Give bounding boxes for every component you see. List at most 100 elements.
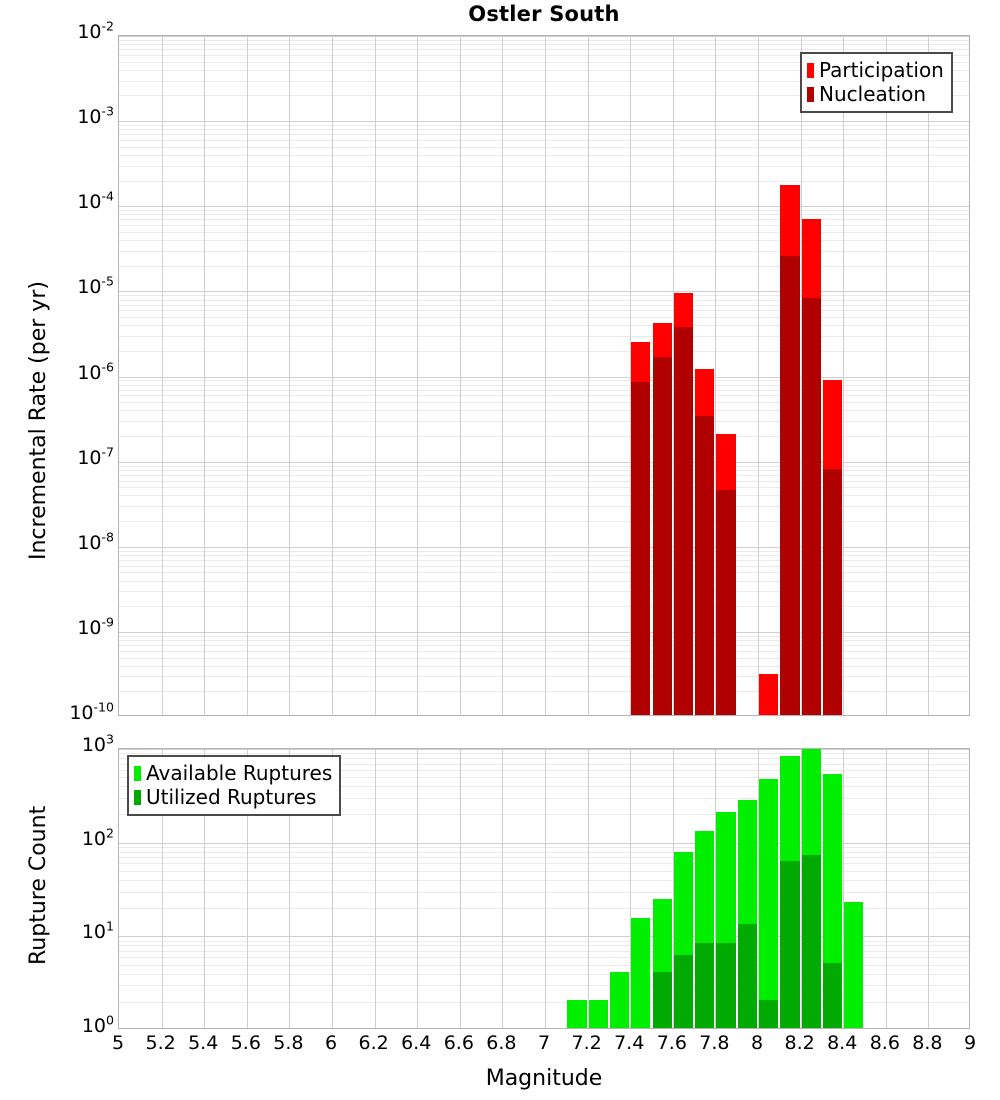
gridline-vertical bbox=[758, 749, 759, 1028]
gridline-minor bbox=[119, 140, 969, 141]
gridline-vertical bbox=[162, 749, 163, 1028]
gridline-minor bbox=[119, 390, 969, 391]
gridline-major bbox=[119, 206, 969, 207]
legend-incremental-rate: Participation Nucleation bbox=[800, 52, 953, 113]
legend-rupture-count: Available Ruptures Utilized Ruptures bbox=[127, 755, 342, 816]
legend-swatch-icon bbox=[134, 765, 141, 781]
gridline-minor bbox=[119, 181, 969, 182]
x-axis-tick-label: 7.8 bbox=[699, 1032, 730, 1054]
gridline-minor bbox=[119, 305, 969, 306]
gridline-minor bbox=[119, 436, 969, 437]
gridline-vertical bbox=[588, 749, 589, 1028]
gridline-minor bbox=[119, 166, 969, 167]
gridline-minor bbox=[119, 475, 969, 476]
gridline-major bbox=[119, 547, 969, 548]
gridline-minor bbox=[119, 892, 969, 893]
gridline-major bbox=[119, 291, 969, 292]
bars-incremental-rate bbox=[119, 36, 969, 715]
y-axis-tick-label: 10-4 bbox=[77, 188, 114, 214]
bar-available-ruptures bbox=[588, 999, 608, 1028]
page-title: Ostler South bbox=[468, 2, 620, 26]
gridline-minor bbox=[119, 880, 969, 881]
gridline-minor bbox=[119, 764, 969, 765]
gridline-minor bbox=[119, 645, 969, 646]
x-axis-tick-label: 8.6 bbox=[869, 1032, 900, 1054]
gridline-vertical bbox=[375, 36, 376, 715]
gridline-minor bbox=[119, 941, 969, 942]
bar-utilized-ruptures bbox=[759, 999, 779, 1028]
gridline-vertical bbox=[204, 36, 205, 715]
gridline-vertical bbox=[375, 749, 376, 1028]
x-axis-tick-label: 6.4 bbox=[401, 1032, 432, 1054]
legend-item[interactable]: Nucleation bbox=[807, 82, 944, 106]
bar-nucleation bbox=[631, 381, 651, 715]
gridline-minor bbox=[119, 566, 969, 567]
gridline-minor bbox=[119, 814, 969, 815]
legend-item[interactable]: Participation bbox=[807, 58, 944, 82]
gridline-minor bbox=[119, 402, 969, 403]
gridline-minor bbox=[119, 317, 969, 318]
gridline-vertical bbox=[204, 749, 205, 1028]
bar-utilized-ruptures bbox=[716, 943, 736, 1028]
y-axis-tick-label: 10-8 bbox=[77, 529, 114, 554]
bar-nucleation bbox=[716, 489, 736, 715]
gridline-minor bbox=[119, 753, 969, 754]
gridline-minor bbox=[119, 70, 969, 71]
bar-utilized-ruptures bbox=[737, 923, 757, 1028]
gridline-minor bbox=[119, 640, 969, 641]
x-axis-tick-label: 7.2 bbox=[571, 1032, 602, 1054]
gridline-vertical bbox=[289, 749, 290, 1028]
gridlines-bottom bbox=[119, 749, 969, 1028]
y-axis-ticks-top: 10-2 10-3 10-4 10-5 10-6 10-7 10-8 10-9 10-10 bbox=[0, 0, 114, 1100]
gridline-minor bbox=[119, 777, 969, 778]
gridline-minor bbox=[119, 572, 969, 573]
x-axis-tick-label: 5.8 bbox=[273, 1032, 304, 1054]
gridline-minor bbox=[119, 591, 969, 592]
gridline-vertical bbox=[758, 36, 759, 715]
gridline-minor bbox=[119, 965, 969, 966]
bar-nucleation bbox=[780, 255, 800, 715]
gridline-minor bbox=[119, 786, 969, 787]
legend-item[interactable]: Utilized Ruptures bbox=[134, 785, 332, 809]
legend-item[interactable]: Available Ruptures bbox=[134, 761, 332, 785]
gridline-vertical bbox=[332, 36, 333, 715]
x-axis-tick-label: 6.6 bbox=[443, 1032, 474, 1054]
x-axis-ticks: 5 5.2 5.4 5.6 5.8 6 6.2 6.4 6.6 6.8 7 7.2 7.4 7.6 7.8 8… bbox=[0, 1034, 1000, 1062]
gridline-minor bbox=[119, 798, 969, 799]
x-axis-tick-label: 7.4 bbox=[614, 1032, 645, 1054]
gridline-minor bbox=[119, 857, 969, 858]
gridline-major bbox=[119, 462, 969, 463]
gridline-minor bbox=[119, 487, 969, 488]
bar-nucleation bbox=[652, 357, 672, 715]
x-axis-tick-label: 6.8 bbox=[486, 1032, 517, 1054]
gridline-vertical bbox=[630, 749, 631, 1028]
gridline-minor bbox=[119, 974, 969, 975]
x-axis-tick-label: 5 bbox=[111, 1032, 125, 1054]
gridline-minor bbox=[119, 555, 969, 556]
gridline-minor bbox=[119, 1002, 969, 1003]
gridline-vertical bbox=[801, 749, 802, 1028]
x-axis-tick-label: 6 bbox=[324, 1032, 338, 1054]
bar-nucleation bbox=[673, 327, 694, 715]
gridline-minor bbox=[119, 506, 969, 507]
y-axis-tick-label: 10-6 bbox=[77, 359, 114, 384]
y-axis-tick-label: 101 bbox=[81, 919, 114, 944]
gridline-vertical bbox=[673, 36, 674, 715]
gridline-vertical bbox=[715, 36, 716, 715]
gridline-minor bbox=[119, 863, 969, 864]
gridline-vertical bbox=[673, 749, 674, 1028]
gridline-minor bbox=[119, 770, 969, 771]
y-axis-title-bottom: Rupture Count bbox=[26, 805, 51, 965]
gridline-minor bbox=[119, 380, 969, 381]
gridline-minor bbox=[119, 852, 969, 853]
gridline-minor bbox=[119, 466, 969, 467]
gridline-minor bbox=[119, 336, 969, 337]
x-axis-tick-label: 5.2 bbox=[145, 1032, 176, 1054]
gridline-minor bbox=[119, 129, 969, 130]
y-axis-tick-label: 10-2 bbox=[77, 18, 114, 43]
gridline-minor bbox=[119, 395, 969, 396]
gridline-vertical bbox=[417, 749, 418, 1028]
bar-available-ruptures bbox=[631, 917, 651, 1028]
gridline-minor bbox=[119, 945, 969, 946]
